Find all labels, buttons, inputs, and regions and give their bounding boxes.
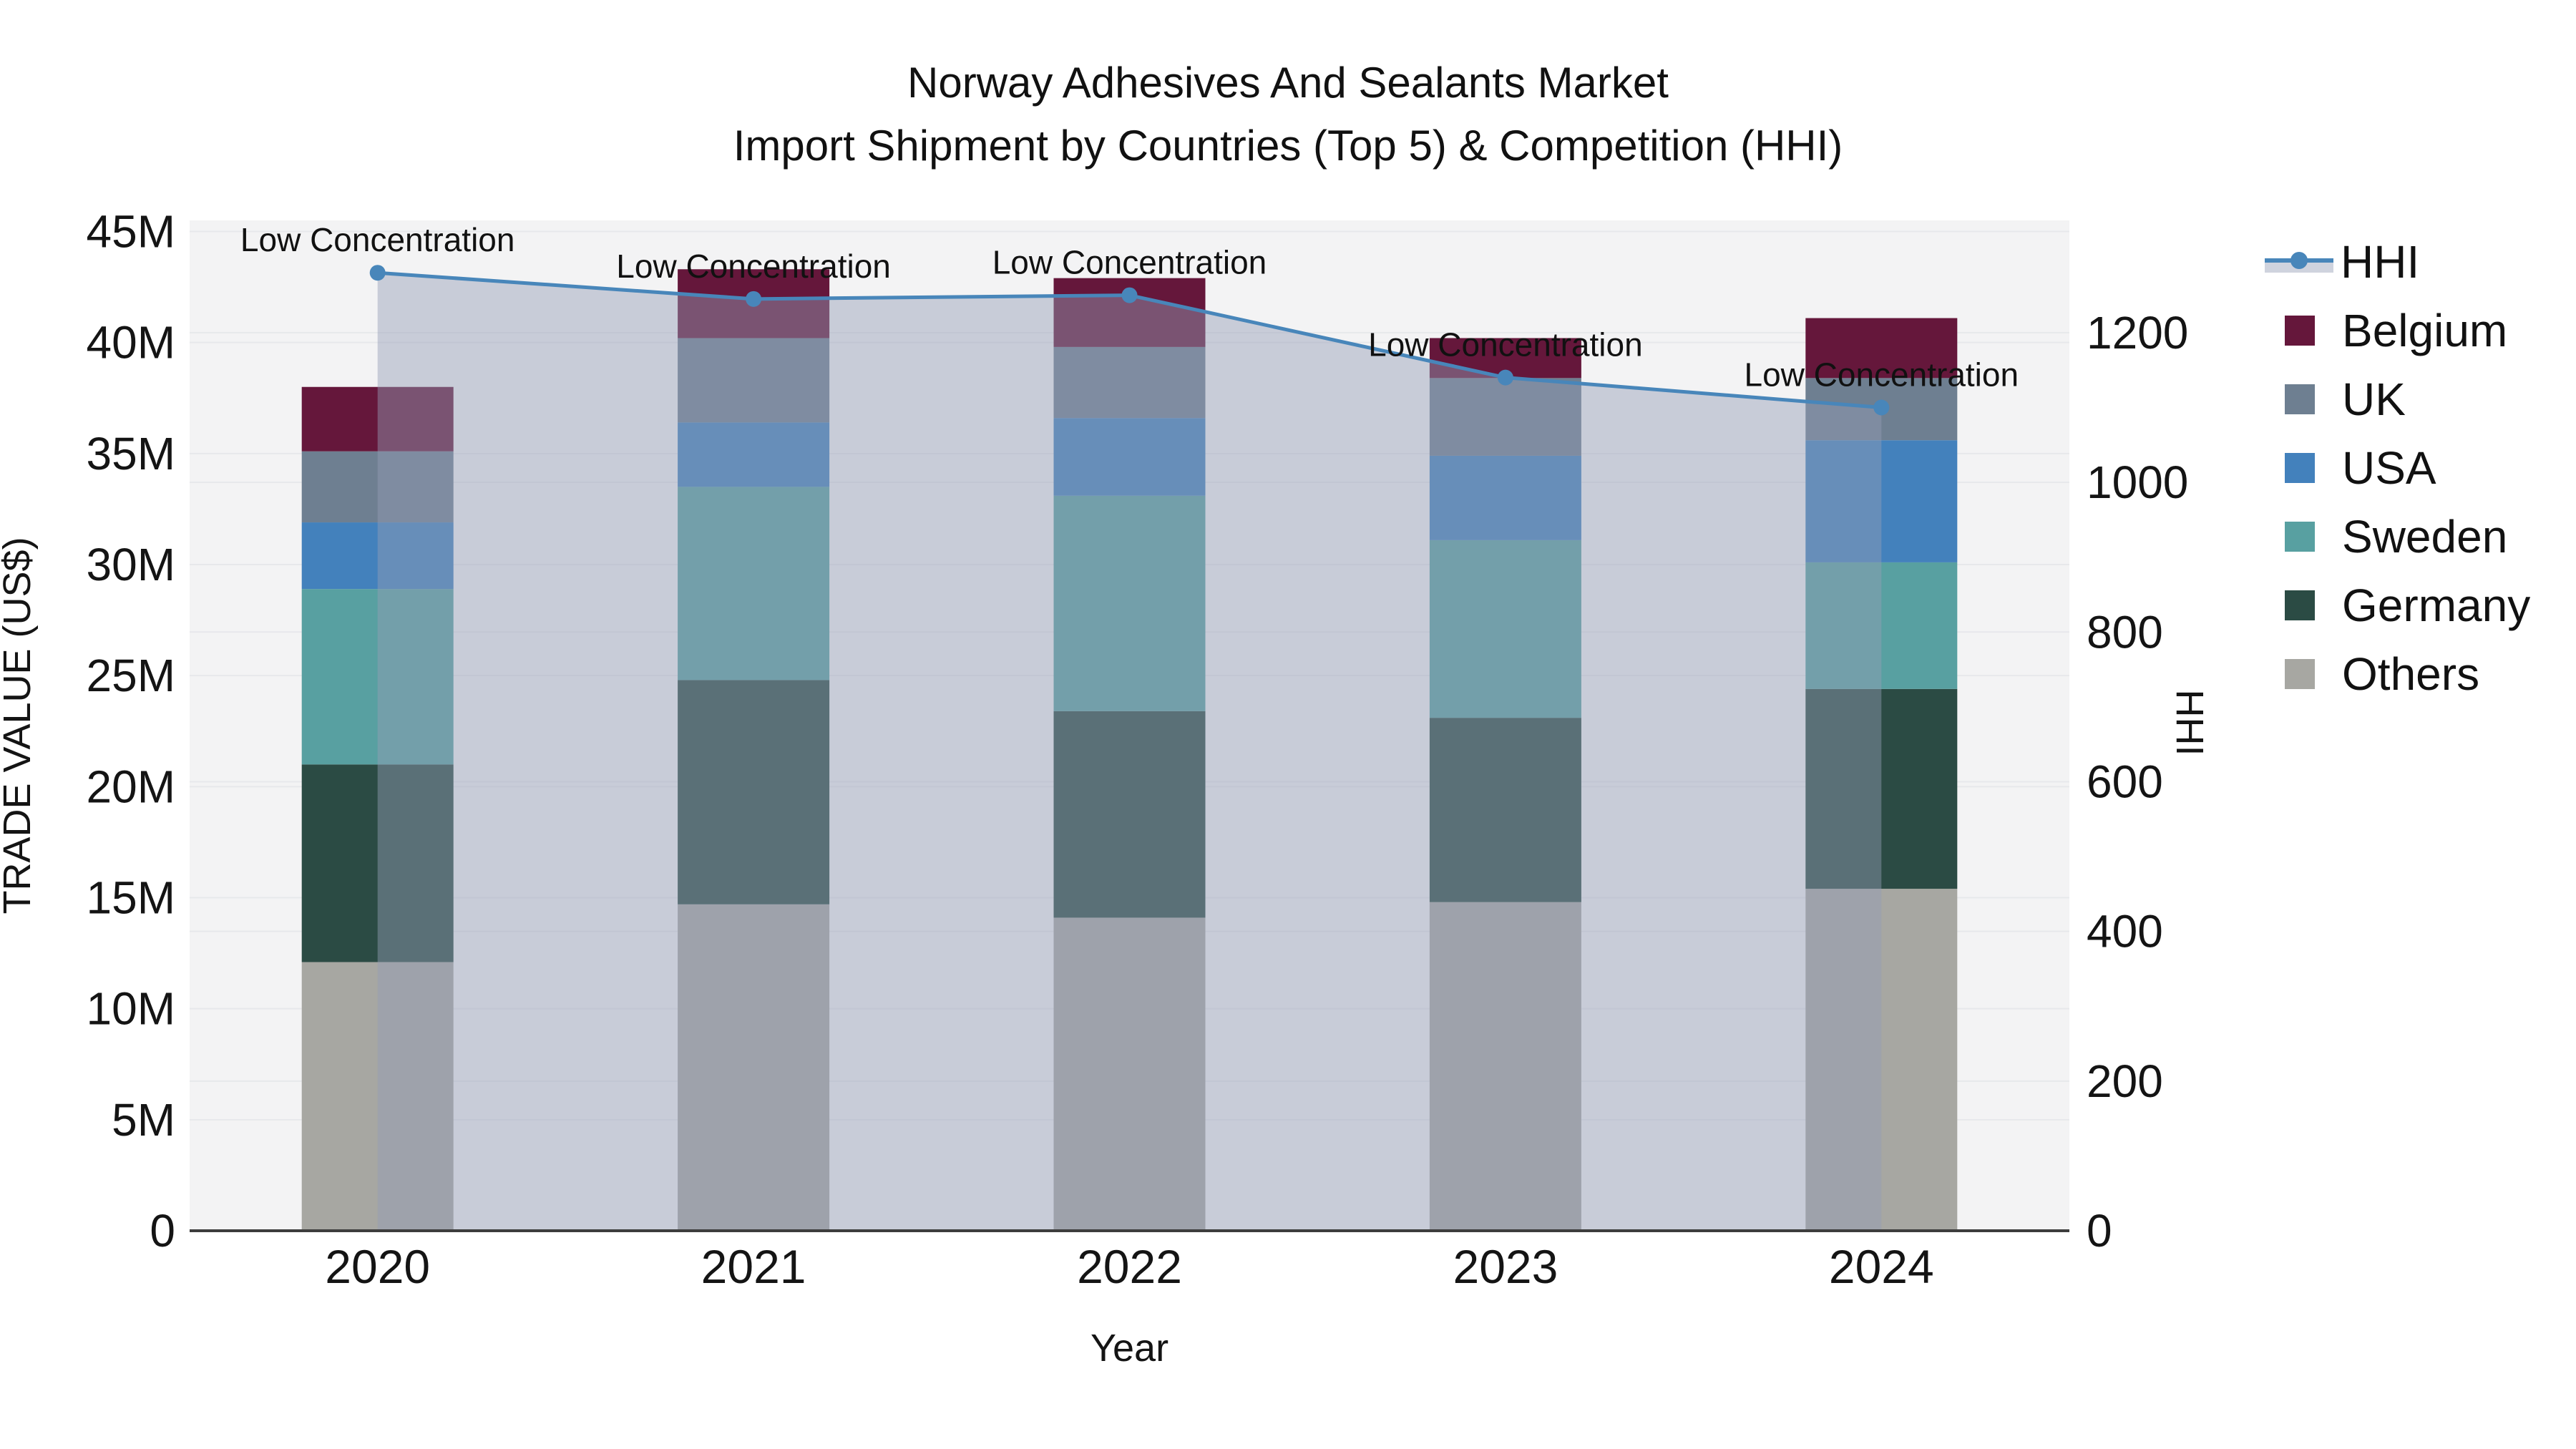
y-right-tick-1000: 1000 bbox=[2087, 457, 2188, 508]
y-left-tick-5M: 5M bbox=[112, 1094, 175, 1146]
legend-label-usa: USA bbox=[2342, 442, 2436, 494]
legend-item-hhi[interactable]: HHI bbox=[2265, 228, 2530, 296]
annotation-2020: Low Concentration bbox=[240, 221, 515, 258]
legend-swatch-usa-icon bbox=[2285, 453, 2315, 483]
bar-segment-germany-2021[interactable] bbox=[678, 680, 830, 904]
bar-segment-uk-2022[interactable] bbox=[1053, 346, 1206, 419]
bar-segment-usa-2021[interactable] bbox=[678, 422, 830, 487]
bar-segment-sweden-2024[interactable] bbox=[1805, 562, 1958, 689]
y-left-tick-45M: 45M bbox=[87, 206, 176, 258]
legend-label-belgium: Belgium bbox=[2342, 305, 2508, 356]
y-left-tick-30M: 30M bbox=[87, 539, 176, 590]
hhi-area[interactable] bbox=[377, 273, 1882, 1231]
legend-swatch-uk-icon bbox=[2285, 384, 2315, 414]
bar-segment-sweden-2020[interactable] bbox=[301, 589, 454, 765]
annotation-2021: Low Concentration bbox=[616, 248, 891, 285]
bar-segment-uk-2021[interactable] bbox=[678, 338, 830, 423]
legend-item-others[interactable]: Others bbox=[2265, 640, 2530, 708]
legend-label-germany: Germany bbox=[2342, 580, 2531, 631]
y-right-tick-400: 400 bbox=[2087, 906, 2163, 957]
x-tick-2023: 2023 bbox=[1453, 1240, 1558, 1293]
y-left-axis-title: TRADE VALUE (US$) bbox=[0, 537, 39, 914]
legend-label-hhi: HHI bbox=[2341, 236, 2420, 288]
bar-segment-sweden-2021[interactable] bbox=[678, 487, 830, 680]
y-right-tick-800: 800 bbox=[2087, 606, 2163, 658]
bar-segment-usa-2020[interactable] bbox=[301, 522, 454, 590]
bar-segment-germany-2020[interactable] bbox=[301, 764, 454, 962]
bar-segment-others-2022[interactable] bbox=[1053, 917, 1206, 1231]
hhi-marker-2024[interactable] bbox=[1873, 399, 1890, 416]
legend-item-uk[interactable]: UK bbox=[2265, 365, 2530, 434]
bar-segment-usa-2022[interactable] bbox=[1053, 418, 1206, 496]
bar-segment-germany-2023[interactable] bbox=[1429, 718, 1581, 902]
legend-item-belgium[interactable]: Belgium bbox=[2265, 296, 2530, 365]
legend-label-sweden: Sweden bbox=[2342, 511, 2508, 562]
hhi-marker-2021[interactable] bbox=[746, 291, 762, 307]
bar-segment-belgium-2020[interactable] bbox=[301, 386, 454, 452]
chart-title: Norway Adhesives And Sealants Market Imp… bbox=[0, 52, 2576, 177]
chart-title-line2: Import Shipment by Countries (Top 5) & C… bbox=[733, 122, 1843, 170]
bar-segment-others-2021[interactable] bbox=[678, 904, 830, 1231]
chart-title-line1: Norway Adhesives And Sealants Market bbox=[907, 59, 1669, 107]
y-right-axis-title: HHI bbox=[2168, 690, 2211, 756]
bar-segment-others-2024[interactable] bbox=[1805, 889, 1958, 1231]
bar-segment-germany-2022[interactable] bbox=[1053, 711, 1206, 918]
y-left-tick-0: 0 bbox=[150, 1205, 175, 1257]
hhi-marker-2022[interactable] bbox=[1121, 287, 1138, 303]
legend-swatch-belgium-icon bbox=[2285, 316, 2315, 346]
bar-segment-uk-2020[interactable] bbox=[301, 451, 454, 523]
legend-label-others: Others bbox=[2342, 648, 2480, 700]
hhi-marker-2023[interactable] bbox=[1497, 369, 1513, 386]
legend-item-germany[interactable]: Germany bbox=[2265, 571, 2530, 640]
legend-swatch-sweden-icon bbox=[2285, 522, 2315, 552]
annotation-2022: Low Concentration bbox=[992, 244, 1267, 281]
annotation-2024: Low Concentration bbox=[1745, 356, 2019, 393]
bar-segment-sweden-2023[interactable] bbox=[1429, 540, 1581, 718]
bar-segment-germany-2024[interactable] bbox=[1805, 688, 1958, 889]
bar-segment-uk-2023[interactable] bbox=[1429, 378, 1581, 456]
bar-segment-belgium-2024[interactable] bbox=[1805, 318, 1958, 379]
legend-swatch-germany-icon bbox=[2285, 590, 2315, 620]
y-left-tick-15M: 15M bbox=[87, 872, 176, 924]
y-right-tick-600: 600 bbox=[2087, 756, 2163, 807]
y-right-tick-1200: 1200 bbox=[2087, 307, 2188, 358]
hhi-marker-2020[interactable] bbox=[369, 265, 386, 281]
bar-segment-usa-2024[interactable] bbox=[1805, 440, 1958, 562]
x-tick-2021: 2021 bbox=[701, 1240, 806, 1293]
x-tick-2024: 2024 bbox=[1829, 1240, 1934, 1293]
legend-item-sweden[interactable]: Sweden bbox=[2265, 502, 2530, 571]
y-left-tick-25M: 25M bbox=[87, 650, 176, 701]
legend-item-usa[interactable]: USA bbox=[2265, 434, 2530, 502]
x-tick-2020: 2020 bbox=[325, 1240, 430, 1293]
legend-swatch-others-icon bbox=[2285, 659, 2315, 689]
annotation-2023: Low Concentration bbox=[1368, 326, 1643, 364]
bar-segment-others-2020[interactable] bbox=[301, 962, 454, 1231]
x-tick-2022: 2022 bbox=[1077, 1240, 1182, 1293]
y-right-tick-200: 200 bbox=[2087, 1055, 2163, 1107]
hhi-legend-glyph-icon bbox=[2265, 247, 2333, 277]
y-left-tick-20M: 20M bbox=[87, 761, 176, 812]
bar-segment-sweden-2022[interactable] bbox=[1053, 495, 1206, 711]
y-left-tick-10M: 10M bbox=[87, 983, 176, 1035]
legend-label-uk: UK bbox=[2342, 374, 2406, 425]
y-right-tick-0: 0 bbox=[2087, 1205, 2112, 1257]
y-left-tick-40M: 40M bbox=[87, 317, 176, 369]
bar-segment-usa-2023[interactable] bbox=[1429, 455, 1581, 540]
legend: HHI Belgium UK USA Sweden Germany Others bbox=[2265, 228, 2530, 708]
bar-segment-others-2023[interactable] bbox=[1429, 902, 1581, 1231]
y-left-tick-35M: 35M bbox=[87, 428, 176, 479]
x-axis-title: Year bbox=[1091, 1327, 1169, 1370]
